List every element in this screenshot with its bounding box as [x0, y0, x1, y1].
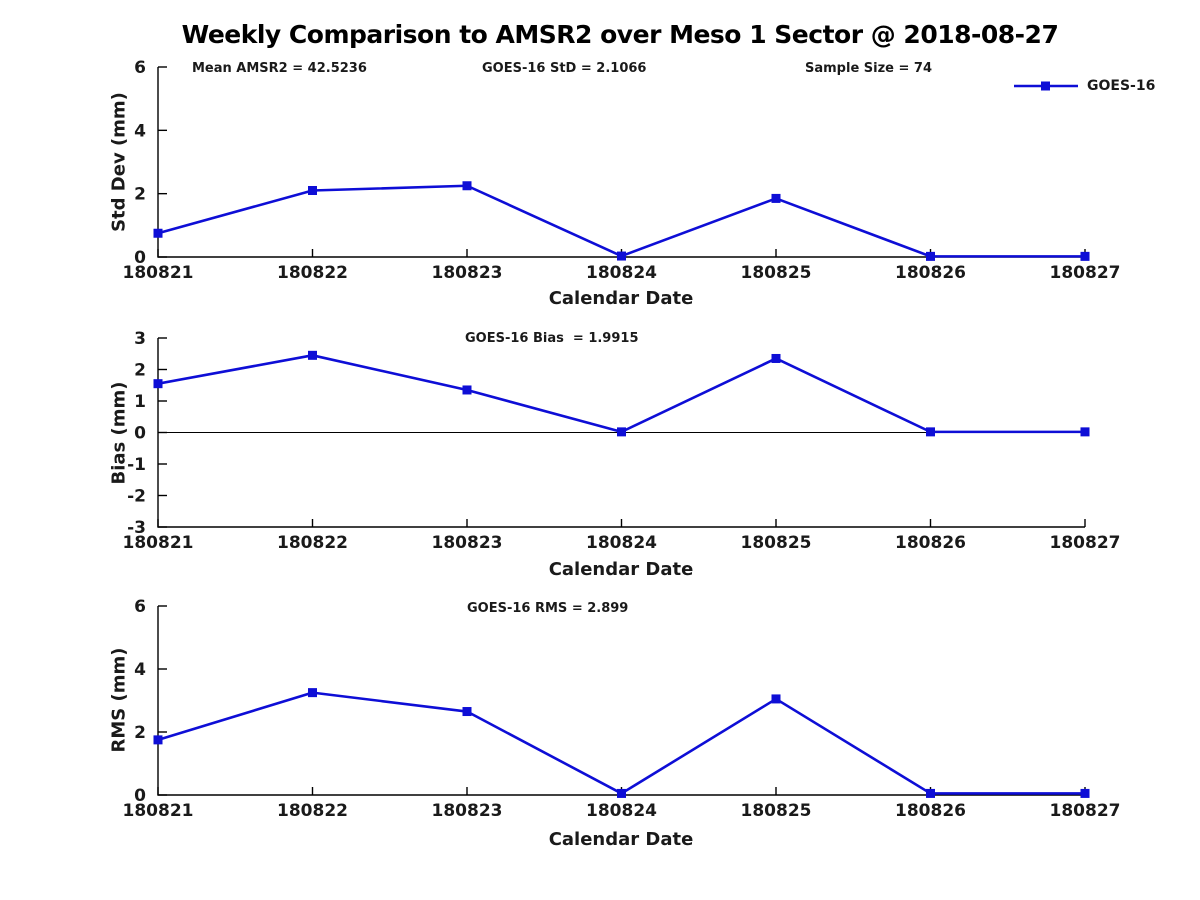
- ylabel-stddev: Std Dev (mm): [108, 92, 130, 232]
- data-point-marker: [771, 353, 781, 363]
- data-point-marker: [462, 707, 472, 717]
- data-point-marker: [153, 379, 163, 389]
- series-line-goes-16: [157, 184, 1085, 258]
- data-point-marker: [926, 251, 935, 261]
- x-tick-label: 180826: [895, 533, 966, 553]
- x-tick-label: 180825: [741, 533, 812, 553]
- annotation-mean-amsr2: Mean AMSR2 = 42.5236: [192, 61, 367, 76]
- subplot-stddev: 0 2 4 6 180821 180822 180823 180824 180825 180826…: [123, 58, 1121, 283]
- y-tick-label: -3: [127, 518, 146, 538]
- data-point-marker: [1080, 251, 1090, 261]
- y-tick-label: 0: [134, 248, 146, 268]
- annotation-goes16-std: GOES-16 StD = 2.1066: [482, 61, 647, 76]
- x-tick-label: 180824: [586, 263, 657, 283]
- y-tick-label: 6: [134, 597, 146, 617]
- subplot-rms: 0 2 4 6 180821 180822 180823 180824 180825 180826…: [123, 597, 1121, 821]
- x-tick-label: 180824: [586, 533, 657, 553]
- series-line-goes-16: [157, 691, 1085, 795]
- x-tick-label: 180822: [277, 533, 348, 553]
- data-point-marker: [926, 427, 935, 437]
- figure-title: Weekly Comparison to AMSR2 over Meso 1 S…: [181, 20, 1059, 49]
- xlabel-stddev: Calendar Date: [548, 288, 694, 309]
- subplot-bias: -3 -2 -1 0 1 2 3 180821 180822 180823 180824 180825…: [123, 329, 1121, 553]
- axis-spines: [157, 606, 1085, 796]
- x-tick-label: 180825: [741, 263, 812, 283]
- y-tick-label: -2: [127, 487, 146, 507]
- xlabel-bias: Calendar Date: [548, 559, 694, 580]
- data-point-marker: [771, 193, 781, 203]
- y-tick-label: 3: [134, 329, 146, 349]
- x-tick-label: 180827: [1050, 533, 1121, 553]
- y-tick-label: 6: [134, 58, 146, 78]
- ylabel-bias: Bias (mm): [108, 381, 130, 485]
- x-tick-label: 180826: [895, 801, 966, 821]
- y-tick-label: 0: [134, 786, 146, 806]
- data-point-marker: [617, 251, 626, 261]
- axis-spines: [157, 67, 1085, 258]
- x-tick-label: 180823: [432, 533, 503, 553]
- x-tick-label: 180821: [123, 263, 194, 283]
- legend: GOES-16: [1013, 78, 1155, 94]
- data-point-marker: [308, 186, 317, 195]
- data-point-marker: [1080, 788, 1090, 798]
- y-tick-label: 2: [134, 723, 146, 743]
- data-point-marker: [462, 385, 472, 395]
- data-point-marker: [153, 228, 163, 238]
- x-tick-label: 180827: [1050, 263, 1121, 283]
- data-point-marker: [617, 427, 626, 437]
- x-tick-label: 180827: [1050, 801, 1121, 821]
- series-line-goes-16: [157, 354, 1085, 434]
- xlabel-rms: Calendar Date: [548, 829, 694, 850]
- x-tick-label: 180824: [586, 801, 657, 821]
- data-point-marker: [462, 181, 472, 191]
- legend-line-marker-icon: [1014, 81, 1078, 91]
- data-point-marker: [308, 688, 317, 698]
- y-tick-label: 1: [134, 392, 146, 412]
- legend-label: GOES-16: [1087, 78, 1156, 94]
- x-tick-label: 180823: [432, 801, 503, 821]
- x-tick-label: 180822: [277, 801, 348, 821]
- y-tick-label: 2: [134, 361, 146, 381]
- y-tick-label: 2: [134, 185, 146, 205]
- data-point-marker: [1080, 427, 1090, 437]
- x-tick-label: 180823: [432, 263, 503, 283]
- y-tick-label: 0: [134, 424, 146, 444]
- y-tick-label: 4: [134, 660, 146, 680]
- data-point-marker: [308, 350, 317, 360]
- data-point-marker: [617, 788, 626, 798]
- annotation-goes16-rms: GOES-16 RMS = 2.899: [467, 601, 629, 616]
- y-tick-label: 4: [134, 121, 146, 141]
- annotation-goes16-bias: GOES-16 Bias = 1.9915: [465, 331, 639, 346]
- data-point-marker: [153, 735, 163, 745]
- x-tick-label: 180826: [895, 263, 966, 283]
- data-point-marker: [926, 788, 935, 798]
- annotation-sample-size: Sample Size = 74: [805, 61, 933, 76]
- x-tick-label: 180822: [277, 263, 348, 283]
- y-tick-label: -1: [127, 455, 146, 475]
- x-tick-label: 180821: [123, 533, 194, 553]
- data-point-marker: [771, 694, 781, 704]
- x-tick-label: 180821: [123, 801, 194, 821]
- x-tick-label: 180825: [741, 801, 812, 821]
- ylabel-rms: RMS (mm): [108, 647, 130, 753]
